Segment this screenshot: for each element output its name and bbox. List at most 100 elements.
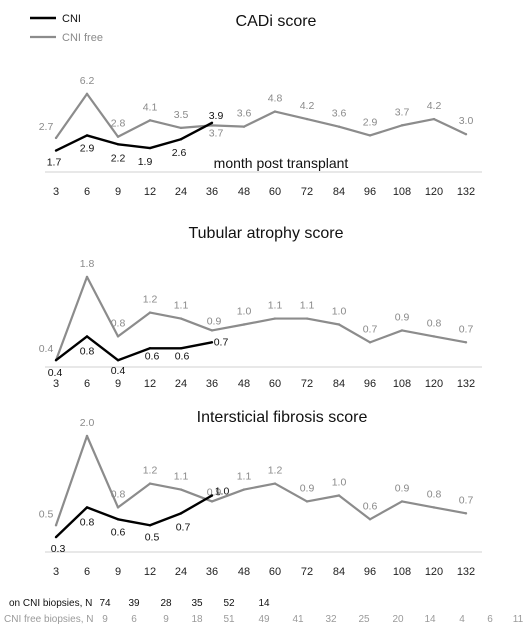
data-point-cni: [148, 524, 152, 527]
series-line-cni-free: [55, 92, 467, 139]
data-label-cni-free: 1.1: [174, 300, 189, 312]
x-tick-label: 12: [144, 186, 156, 198]
count-cni-value: 74: [99, 598, 111, 609]
x-tick-label: 132: [457, 378, 475, 390]
data-point-cni-free: [400, 329, 404, 332]
data-label-cni-free: 0.8: [111, 317, 126, 329]
data-label-cni: 0.4: [111, 365, 126, 377]
data-point-cni-free: [148, 311, 152, 314]
count-cni-free-value: 20: [392, 614, 404, 625]
count-label-cni-free: CNI free biopsies, N: [4, 614, 93, 625]
data-label-cni: 1.0: [215, 486, 230, 498]
data-label-cni-free: 0.9: [300, 482, 315, 494]
x-tick-label: 132: [457, 186, 475, 198]
chart-title: Tubular atrophy score: [188, 225, 343, 242]
data-label-cni-free: 3.7: [209, 127, 224, 139]
data-point-cni-free: [432, 335, 436, 338]
data-point-cni: [85, 134, 89, 137]
data-point-cni-free: [273, 317, 277, 320]
count-cni-free-value: 41: [292, 614, 304, 625]
data-point-cni-free: [368, 341, 372, 344]
data-label-cni-free: 0.8: [427, 488, 442, 500]
data-point-cni-free: [148, 482, 152, 485]
data-label-cni-free: 3.6: [237, 108, 252, 120]
data-label-cni-free: 4.1: [143, 101, 158, 113]
x-tick-label: 108: [393, 186, 411, 198]
data-label-cni-free: 0.9: [395, 311, 410, 323]
data-point-cni: [210, 121, 214, 125]
x-tick-label: 84: [333, 378, 345, 390]
data-label-cni-free: 6.2: [80, 75, 95, 87]
data-label-cni-free: 0.7: [459, 494, 474, 506]
data-label-cni-free: 1.1: [300, 300, 315, 312]
data-label-cni: 0.4: [48, 367, 63, 379]
data-label-cni-free: 4.2: [300, 100, 315, 112]
data-label-cni-free: 1.8: [80, 258, 95, 270]
data-point-cni-free: [54, 136, 58, 140]
data-label-cni: 3.9: [209, 110, 224, 122]
x-tick-label: 36: [206, 378, 218, 390]
data-point-cni: [116, 359, 120, 362]
x-axis-label: month post transplant: [214, 155, 349, 171]
x-tick-label: 24: [175, 186, 187, 198]
series-line-cni-free: [54, 275, 467, 361]
data-label-cni-free: 0.8: [427, 317, 442, 329]
data-label-cni-free: 1.1: [268, 300, 283, 312]
chart-title: Intersticial fibrosis score: [197, 409, 368, 426]
x-tick-label: 72: [301, 186, 313, 198]
data-label-cni-free: 1.2: [268, 465, 283, 477]
count-cni-free-value: 6: [131, 614, 137, 625]
data-label-cni: 0.6: [175, 350, 190, 362]
data-point-cni-free: [116, 506, 120, 509]
count-cni-value: 35: [191, 598, 203, 609]
data-point-cni-free: [242, 125, 246, 128]
data-label-cni: 0.8: [80, 345, 95, 357]
data-point-cni-free: [337, 494, 341, 497]
x-tick-label: 60: [269, 378, 281, 390]
x-tick-label: 36: [206, 566, 218, 578]
data-point-cni-free: [400, 500, 404, 503]
chart-title: CADi score: [236, 13, 317, 30]
data-point-cni: [85, 506, 89, 509]
data-point-cni-free: [273, 110, 277, 113]
legend-label-cni-free: CNI free: [62, 32, 103, 44]
data-label-cni-free: 1.2: [143, 294, 158, 306]
x-tick-label: 9: [115, 186, 121, 198]
data-label-cni-free: 1.1: [237, 471, 252, 483]
x-tick-label: 60: [269, 566, 281, 578]
data-label-cni-free: 0.7: [459, 323, 474, 335]
data-label-cni-free: 3.7: [395, 106, 410, 118]
series-line-cni-free: [54, 434, 467, 526]
x-tick-label: 9: [115, 566, 121, 578]
data-label-cni-free: 0.7: [363, 323, 378, 335]
x-tick-label: 36: [206, 186, 218, 198]
data-point-cni-free: [464, 512, 468, 515]
data-label-cni-free: 0.5: [39, 508, 54, 520]
data-label-cni-free: 1.0: [332, 306, 347, 318]
x-tick-label: 24: [175, 378, 187, 390]
data-label-cni: 0.6: [145, 350, 160, 362]
data-point-cni-free: [242, 488, 246, 491]
data-point-cni-free: [432, 506, 436, 509]
count-cni-free-value: 14: [424, 614, 436, 625]
x-tick-label: 72: [301, 566, 313, 578]
x-tick-label: 48: [238, 186, 250, 198]
data-point-cni-free: [179, 317, 183, 320]
data-label-cni: 2.2: [111, 152, 126, 164]
data-label-cni-free: 1.1: [174, 471, 189, 483]
x-tick-label: 12: [144, 566, 156, 578]
data-label-cni: 1.7: [47, 157, 62, 169]
data-label-cni: 0.5: [145, 531, 160, 543]
data-point-cni: [54, 535, 58, 539]
data-label-cni-free: 0.9: [207, 315, 222, 327]
data-label-cni-free: 1.0: [332, 477, 347, 489]
count-cni-free-value: 11: [513, 614, 524, 625]
x-tick-label: 84: [333, 566, 345, 578]
x-tick-label: 120: [425, 566, 443, 578]
data-point-cni-free: [337, 323, 341, 326]
x-tick-label: 48: [238, 378, 250, 390]
data-point-cni-free: [305, 117, 309, 121]
data-label-cni: 0.7: [214, 336, 229, 348]
x-tick-label: 96: [364, 566, 376, 578]
